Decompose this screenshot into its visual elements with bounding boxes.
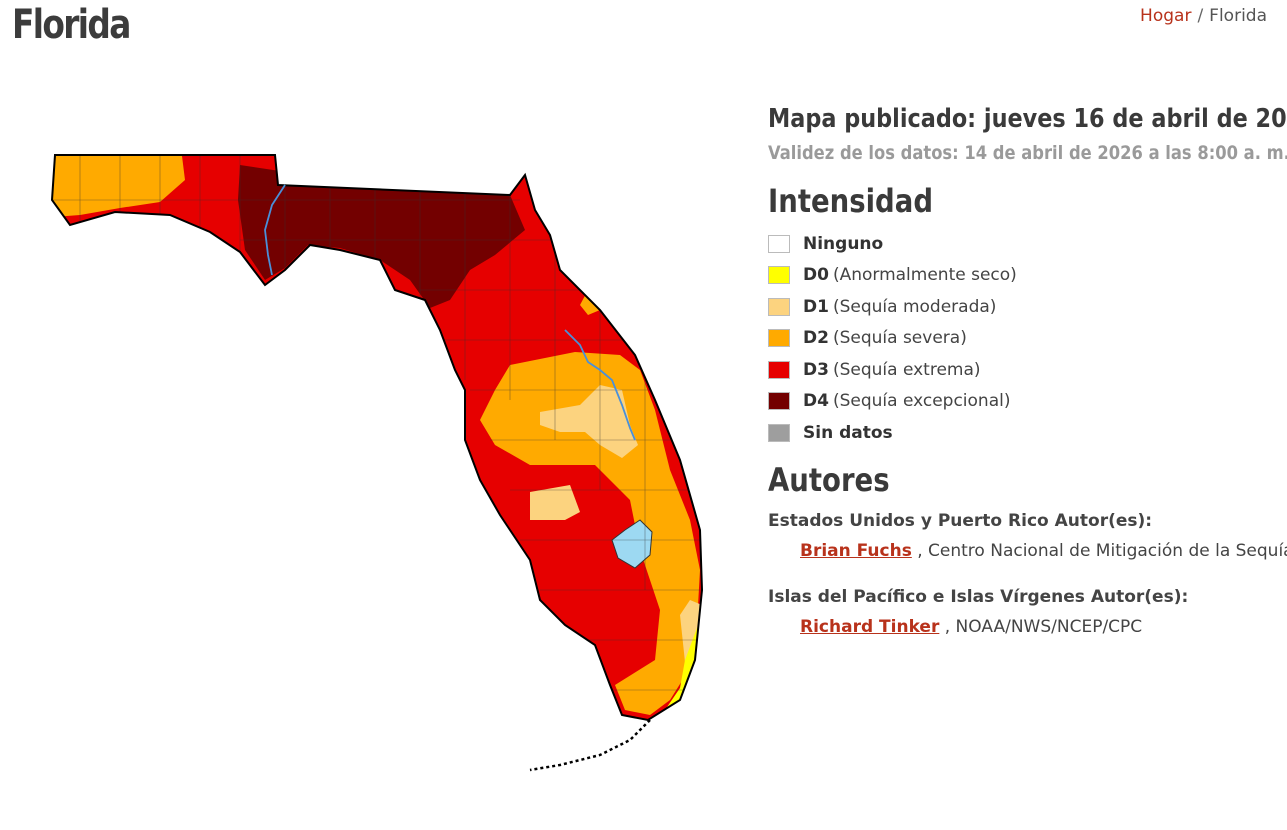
legend-desc: (Sequía extrema) xyxy=(832,359,981,380)
legend-item-d3: D3 (Sequía extrema) xyxy=(768,354,1278,386)
authors-heading: Autores xyxy=(768,460,890,499)
legend-item-d4: D4 (Sequía excepcional) xyxy=(768,386,1278,418)
sidebar: Mapa publicado: jueves 16 de abril de 20… xyxy=(768,100,1287,637)
legend-swatch-d1 xyxy=(768,297,790,316)
author-org: , Centro Nacional de Mitigación de la Se… xyxy=(917,540,1287,561)
river-apalachicola xyxy=(264,184,286,276)
drought-map xyxy=(50,154,704,772)
author-entry: Richard Tinker , NOAA/NWS/NCEP/CPC xyxy=(800,617,1278,637)
legend-desc: (Anormalmente seco) xyxy=(832,265,1017,286)
data-validity: Validez de los datos: 14 de abril de 202… xyxy=(768,142,1287,164)
legend-label: D3 xyxy=(803,359,829,380)
legend-label: D4 xyxy=(803,391,829,412)
intensity-legend: Ninguno D0 (Anormalmente seco) D1 (Sequía … xyxy=(768,228,1278,449)
legend-desc: (Sequía moderada) xyxy=(832,296,997,317)
legend-swatch-d0 xyxy=(768,266,790,285)
legend-label: D1 xyxy=(803,296,829,317)
legend-item-d0: D0 (Anormalmente seco) xyxy=(768,260,1278,292)
legend-label: Ninguno xyxy=(803,233,884,254)
map-published-date: Mapa publicado: jueves 16 de abril de 20… xyxy=(768,104,1287,134)
florida-keys xyxy=(529,719,651,772)
legend-item-d1: D1 (Sequía moderada) xyxy=(768,291,1278,323)
florida-outline xyxy=(50,154,704,722)
author-entry: Brian Fuchs , Centro Nacional de Mitigac… xyxy=(800,540,1287,561)
legend-item-none: Ninguno xyxy=(768,228,1278,260)
river-st-johns xyxy=(564,329,636,441)
intensity-heading: Intensidad xyxy=(768,182,934,220)
breadcrumb-current: Florida xyxy=(1209,6,1267,26)
legend-swatch-d2 xyxy=(768,329,790,348)
legend-swatch-d3 xyxy=(768,360,790,379)
region-big-bend xyxy=(238,165,525,308)
legend-item-no-data: Sin datos xyxy=(768,417,1278,449)
legend-label: Sin datos xyxy=(803,422,893,443)
legend-item-d2: D2 (Sequía severa) xyxy=(768,323,1278,355)
legend-swatch-none xyxy=(768,234,790,253)
region-d1-patch xyxy=(530,485,580,520)
legend-label: D0 xyxy=(803,265,829,286)
legend-swatch-d4 xyxy=(768,392,790,411)
author-link-brian-fuchs[interactable]: Brian Fuchs xyxy=(800,540,912,561)
legend-desc: (Sequía excepcional) xyxy=(832,391,1011,412)
author-org: , NOAA/NWS/NCEP/CPC xyxy=(944,616,1143,637)
breadcrumb: Hogar / Florida xyxy=(1140,6,1267,26)
region-western-panhandle xyxy=(52,155,185,218)
breadcrumb-separator: / xyxy=(1197,6,1204,26)
breadcrumb-home-link[interactable]: Hogar xyxy=(1140,6,1192,26)
lake-okeechobee xyxy=(611,519,653,569)
legend-desc: (Sequía severa) xyxy=(832,328,967,349)
authors-group-pacific-title: Islas del Pacífico e Islas Vírgenes Auto… xyxy=(768,586,1189,607)
authors-group-us-title: Estados Unidos y Puerto Rico Autor(es): xyxy=(768,510,1153,531)
page-title: Florida xyxy=(12,2,131,48)
legend-label: D2 xyxy=(803,328,829,349)
legend-swatch-no-data xyxy=(768,423,790,442)
author-link-richard-tinker[interactable]: Richard Tinker xyxy=(800,616,940,637)
